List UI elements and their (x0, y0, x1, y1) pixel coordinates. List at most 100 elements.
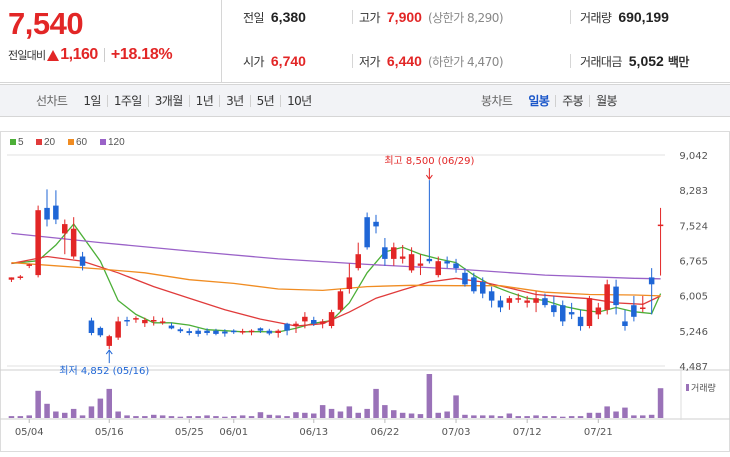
candle-body (62, 224, 68, 234)
volume-bar (266, 414, 273, 418)
candle-body (133, 318, 139, 320)
high-value: 7,900 (386, 9, 422, 25)
divider (570, 54, 571, 68)
period-10y[interactable]: 10년 (280, 94, 318, 107)
candle-daily[interactable]: 일봉 (528, 93, 550, 108)
candle-body (480, 282, 486, 294)
volume-bar (70, 408, 77, 418)
candle-body (186, 331, 192, 333)
volume-bar (239, 415, 246, 418)
candle-body (177, 329, 184, 332)
volume-label: 거래량 (580, 10, 612, 25)
volume-bar (408, 413, 415, 418)
period-3m[interactable]: 3개월 (147, 94, 189, 107)
candle-body (577, 316, 584, 327)
volume-bar (106, 388, 112, 418)
volume-bar (257, 412, 264, 418)
candle-monthly[interactable]: 월봉 (589, 94, 623, 107)
candle-body (462, 272, 468, 285)
volume-bar (417, 414, 424, 418)
x-tick-label: 07/03 (442, 427, 471, 438)
volume-bar (444, 411, 450, 418)
candle-body (204, 330, 210, 333)
candle-body (622, 321, 628, 326)
volume-bar (97, 398, 104, 418)
line-chart-label[interactable]: 선차트 (36, 94, 68, 108)
candle-body (382, 247, 388, 259)
prev-close-cell: 전일 6,380 (243, 8, 306, 26)
candle-body (17, 276, 24, 278)
candle-body (586, 298, 593, 326)
volume-bar (168, 416, 175, 418)
stock-candle-chart: 5 20 60 120 9,042 8,283 7,524 6,765 6,005 5,246 4… (0, 131, 730, 452)
candle-body (444, 261, 450, 264)
period-3y[interactable]: 3년 (219, 94, 249, 107)
candle-body (142, 320, 148, 324)
annotations: 최고 8,500 (06/29) 최저 4,852 (05/16) (59, 155, 474, 377)
period-1y[interactable]: 1년 (188, 94, 219, 107)
lower-limit: (하한가 4,470) (427, 54, 504, 69)
volume-bar (364, 408, 370, 418)
volume-bar (382, 405, 388, 418)
candle-body (195, 330, 201, 334)
legend-swatch (68, 139, 74, 145)
x-tick-label: 06/13 (299, 427, 328, 438)
legend-label: 120 (108, 137, 125, 148)
volume-bar (506, 413, 513, 418)
period-1d[interactable]: 1일 (83, 93, 101, 108)
candle-body (515, 298, 521, 300)
legend-swatch (36, 139, 42, 145)
volume-bar (213, 416, 219, 418)
candle-body (70, 228, 77, 257)
upper-limit: (상한가 8,290) (427, 10, 504, 25)
volume-bar (533, 415, 539, 418)
period-5y[interactable]: 5년 (249, 94, 280, 107)
candle-body (471, 277, 477, 292)
candle-chart-periods: 봉차트 일봉 주봉 월봉 (481, 85, 623, 116)
open-cell: 시가 6,740 (243, 52, 306, 70)
volume-bar (497, 416, 504, 418)
divider (570, 10, 571, 24)
y-tick-label: 4,487 (679, 362, 708, 373)
volume-bar (373, 388, 379, 418)
candle-body (426, 258, 433, 262)
candle-body (613, 286, 619, 306)
volume-bar (480, 415, 486, 418)
high-annotation: 최고 8,500 (06/29) (384, 155, 474, 167)
x-tick-label: 06/22 (370, 427, 399, 438)
volume-bar (355, 412, 361, 418)
divider (352, 10, 353, 24)
up-triangle-icon (47, 49, 60, 61)
high-label: 고가 (359, 10, 380, 25)
candle-weekly[interactable]: 주봉 (555, 94, 589, 107)
candle-body (640, 307, 646, 309)
quote-panel: 7,540 전일대비 1,160 +18.18% 전일 6,380 고가 7,9… (0, 0, 730, 83)
volume-bar (488, 415, 495, 418)
legend-label: 20 (44, 137, 56, 148)
volume-bar (560, 416, 566, 418)
candle-body (239, 331, 246, 333)
volume-bar (337, 411, 344, 418)
volume-bar (222, 416, 228, 418)
volume-bar (293, 412, 299, 418)
volume-bar (248, 416, 255, 418)
change-divider (103, 48, 105, 62)
legend-label: 60 (76, 137, 88, 148)
volume-bar (151, 414, 157, 418)
candle-body (488, 291, 495, 301)
change-row: 전일대비 1,160 +18.18% (8, 46, 173, 64)
candle-body (328, 312, 335, 326)
volume-bar (604, 406, 610, 418)
volume-bar (622, 407, 628, 418)
candle-body (408, 254, 415, 271)
amount-unit: 백만 (667, 54, 690, 69)
ma20-line (11, 255, 661, 327)
legend-swatch (10, 139, 16, 145)
candle-body (231, 330, 237, 333)
candle-body (417, 263, 424, 266)
candle-body (560, 305, 566, 322)
candle-body (453, 263, 459, 269)
candle-chart-label[interactable]: 봉차트 (481, 94, 513, 108)
change-value: 1,160 (60, 46, 98, 63)
period-1w[interactable]: 1주일 (106, 94, 148, 107)
